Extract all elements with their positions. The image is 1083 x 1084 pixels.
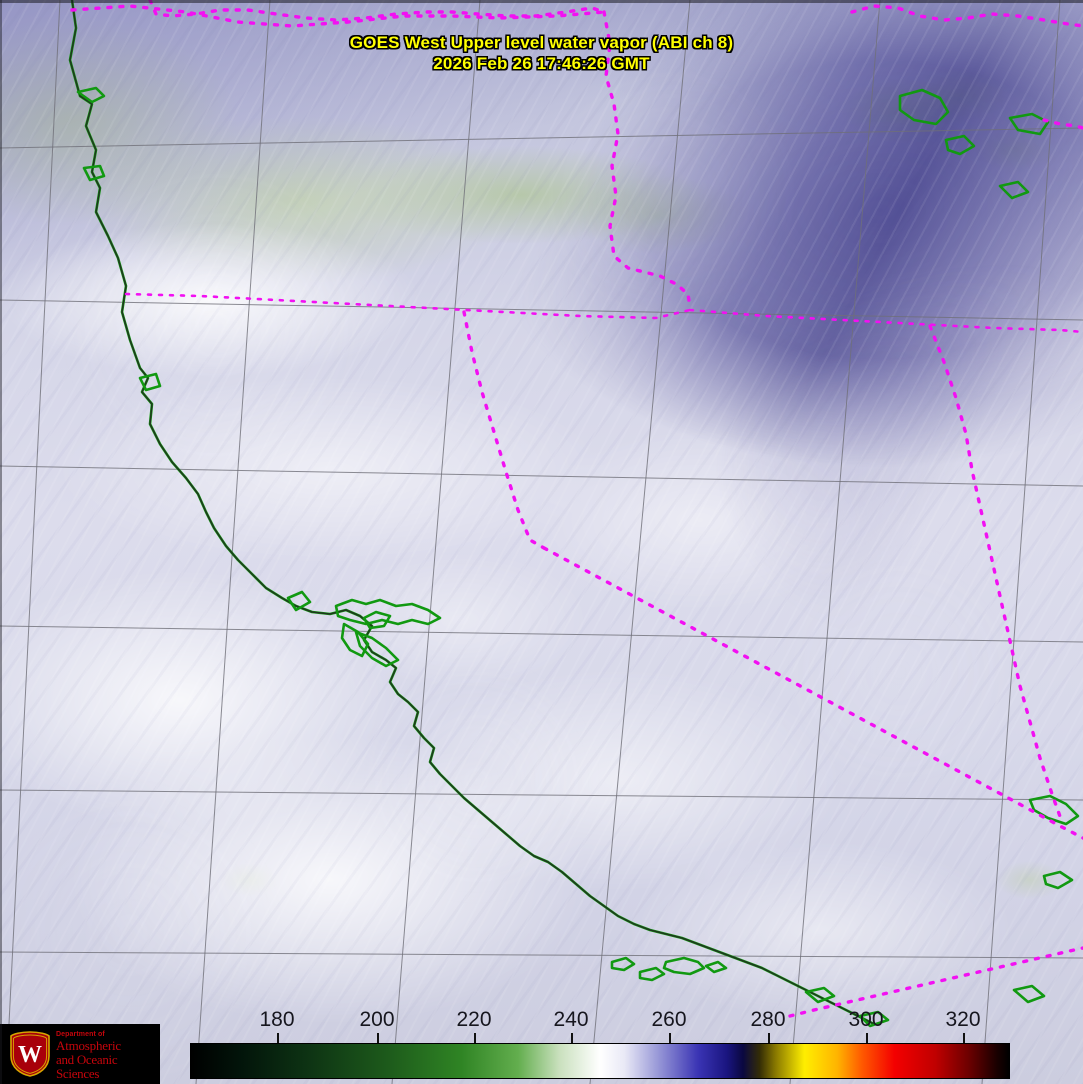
colorbar-tick-280 xyxy=(768,1033,770,1043)
frame-edge-left xyxy=(0,0,2,1084)
coastline xyxy=(68,0,1080,1028)
colorbar-tick-320 xyxy=(963,1033,965,1043)
colorbar-tick-200 xyxy=(377,1033,379,1043)
colorbar-tick-180 xyxy=(277,1033,279,1043)
colorbar-label-300: 300 xyxy=(848,1008,884,1031)
colorbar-tick-220 xyxy=(474,1033,476,1043)
colorbar-label-220: 220 xyxy=(456,1008,492,1031)
colorbar-tick-240 xyxy=(571,1033,573,1043)
colorbar-label-180: 180 xyxy=(259,1008,295,1031)
state-border xyxy=(70,0,1083,1018)
colorbar-tick-300 xyxy=(866,1033,868,1043)
colorbar-label-200: 200 xyxy=(359,1008,395,1031)
colorbar-label-280: 280 xyxy=(750,1008,786,1031)
colorbar xyxy=(190,1033,1010,1079)
logo-line-2: and Oceanic Sciences xyxy=(56,1051,118,1081)
logo-department-prefix: Department of xyxy=(56,1031,105,1038)
uw-crest-icon: W xyxy=(10,1031,50,1077)
frame-edge-top xyxy=(0,0,1083,3)
colorbar-label-260: 260 xyxy=(651,1008,687,1031)
logo-line-1: Atmospheric xyxy=(56,1037,121,1053)
colorbar-gradient xyxy=(190,1043,1010,1079)
uw-aos-logo: W Department of Atmospheric and Oceanic … xyxy=(0,1024,160,1084)
colorbar-tick-260 xyxy=(669,1033,671,1043)
colorbar-label-320: 320 xyxy=(945,1008,981,1031)
colorbar-label-240: 240 xyxy=(553,1008,589,1031)
uw-aos-logo-text: Department of Atmospheric and Oceanic Sc… xyxy=(56,1031,160,1081)
svg-text:W: W xyxy=(18,1042,42,1068)
